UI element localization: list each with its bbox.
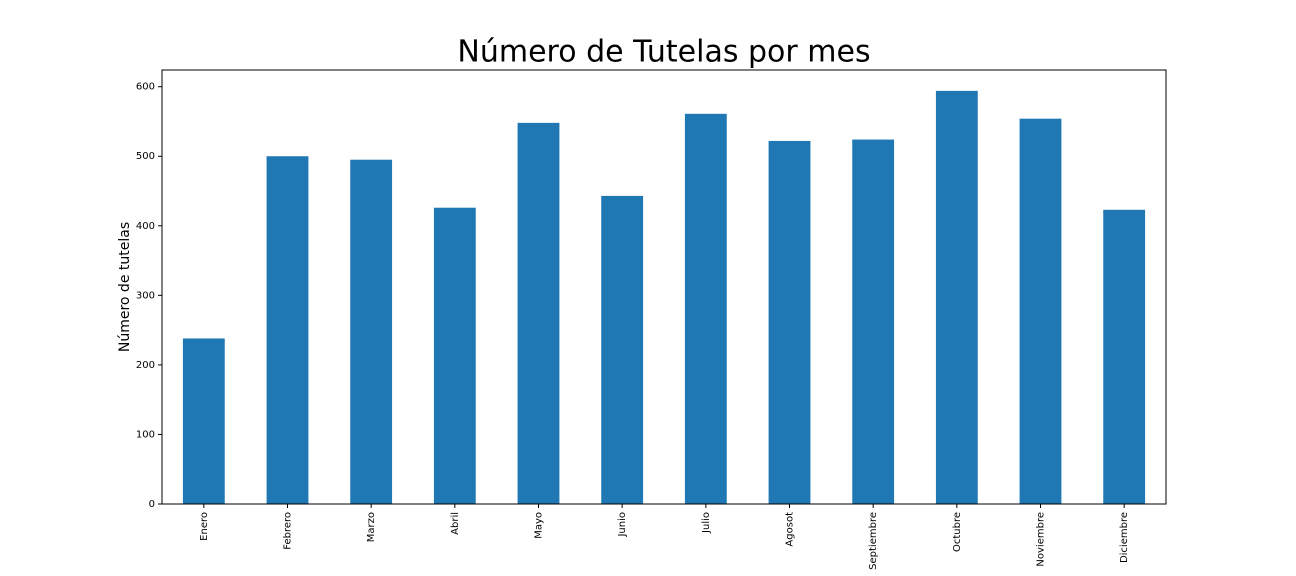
y-tick-label: 300 — [136, 290, 155, 301]
y-tick-label: 500 — [136, 151, 155, 162]
bar — [1103, 209, 1146, 504]
y-axis-label: Número de tutelas — [117, 222, 133, 352]
y-tick-label: 100 — [136, 429, 155, 440]
x-tick-label: Abril — [450, 512, 461, 535]
bar — [935, 90, 978, 504]
bar — [350, 159, 393, 504]
bar — [182, 338, 225, 504]
x-tick-label: Septiembre — [868, 512, 879, 570]
y-tick-label: 400 — [136, 221, 155, 232]
bar — [517, 122, 560, 504]
x-tick-label: Noviembre — [1036, 512, 1047, 567]
bar — [768, 140, 811, 504]
chart-title: Número de Tutelas por mes — [457, 35, 870, 70]
x-tick-label: Junio — [617, 512, 628, 538]
x-tick-label: Febrero — [283, 512, 294, 550]
y-tick-label: 600 — [136, 82, 155, 93]
bar — [601, 195, 644, 504]
bar — [433, 207, 476, 504]
plot-frame — [161, 69, 1167, 505]
bar — [1019, 118, 1062, 504]
x-tick-label: Agosot — [785, 512, 796, 547]
x-tick-label: Marzo — [366, 512, 377, 542]
bar — [266, 156, 309, 504]
x-tick-label: Octubre — [952, 512, 963, 552]
y-tick-label: 0 — [149, 499, 155, 510]
x-tick-label: Diciembre — [1119, 512, 1130, 563]
bar — [684, 113, 727, 504]
x-tick-label: Enero — [199, 512, 210, 541]
x-tick-label: Julio — [701, 512, 712, 534]
bar — [852, 139, 895, 505]
y-tick-label: 200 — [136, 360, 155, 371]
x-tick-label: Mayo — [534, 512, 545, 539]
